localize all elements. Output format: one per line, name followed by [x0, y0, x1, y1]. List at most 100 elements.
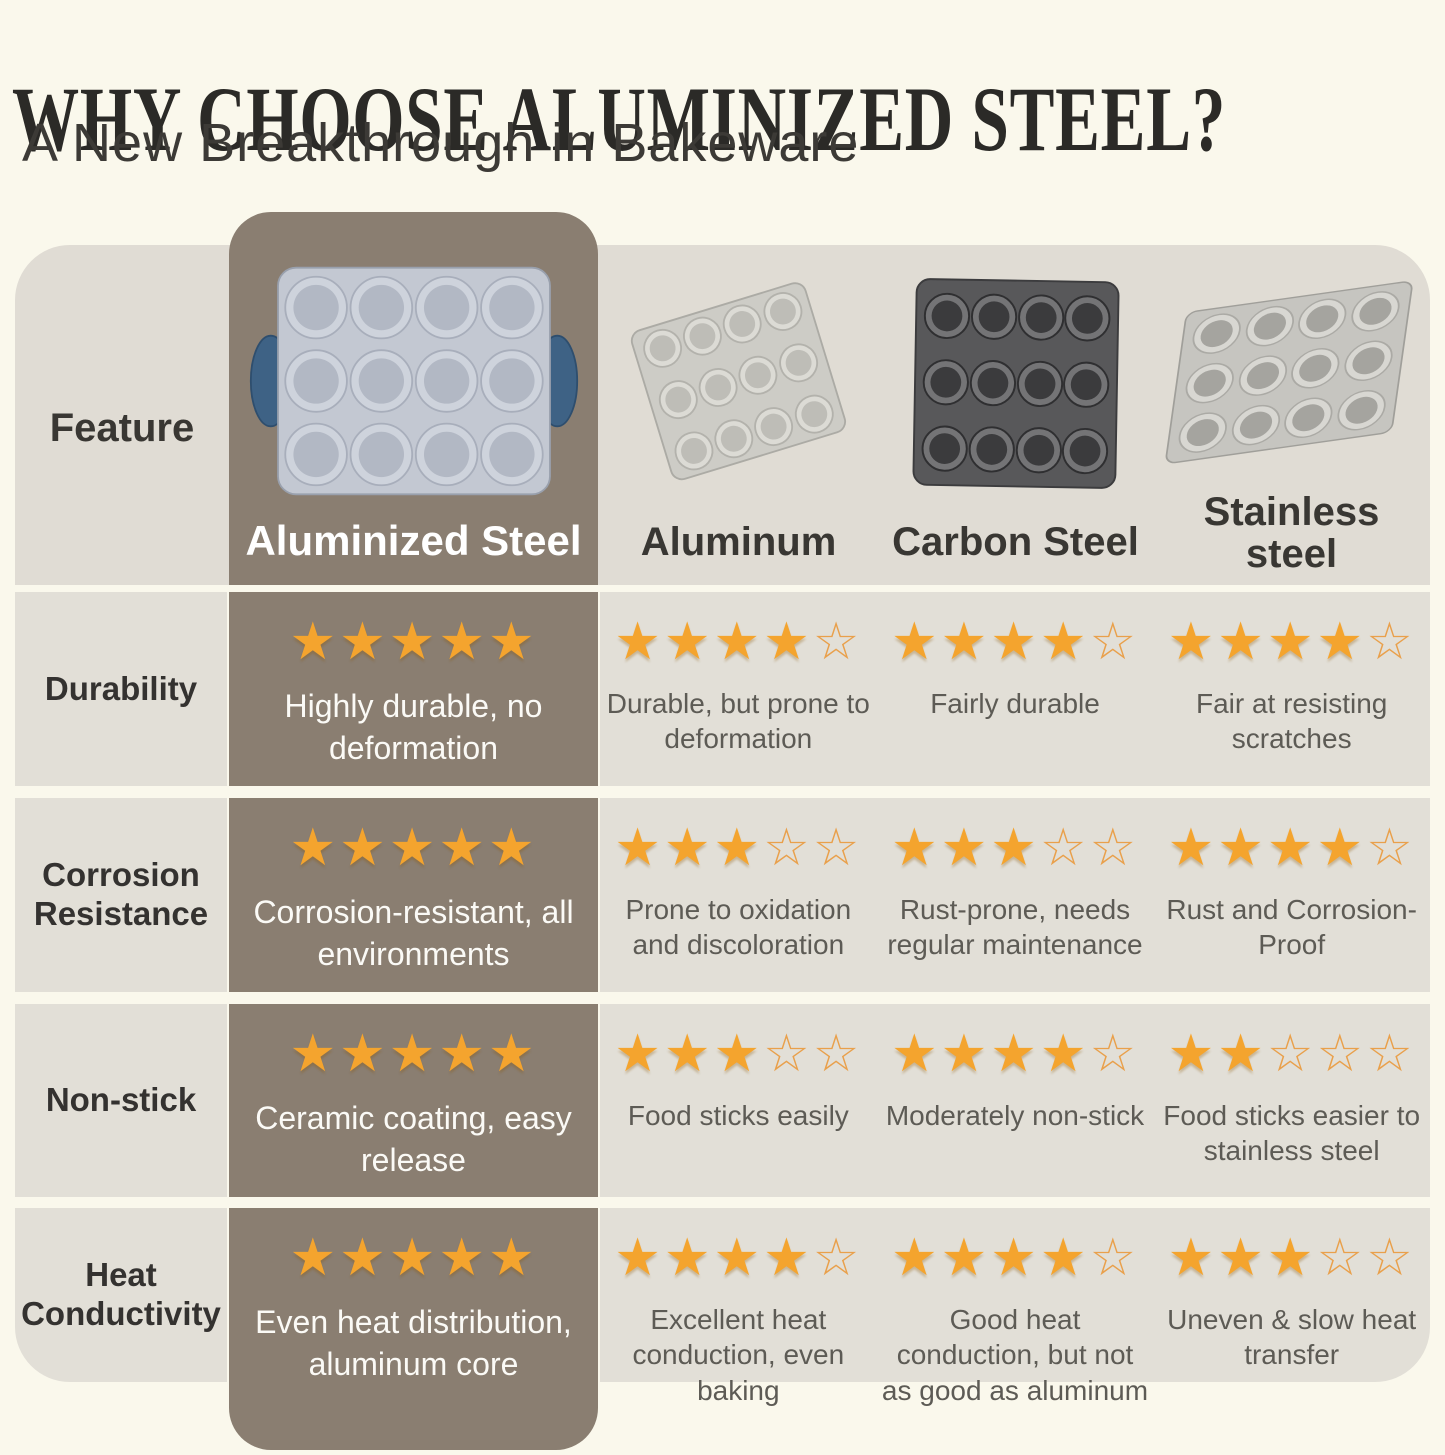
feature-text: Corrosion Resistance [33, 856, 209, 932]
star-filled-icon: ★ [1167, 1229, 1218, 1287]
column-label-aluminized-steel: Aluminized Steel [245, 517, 582, 564]
rating-aluminum-heat: ★★★★☆ [614, 1232, 862, 1284]
star-filled-icon: ★ [1039, 1025, 1090, 1083]
star-filled-icon: ★ [1039, 1229, 1090, 1287]
star-outline-icon: ☆ [763, 1025, 813, 1083]
note-stainless-heat: Uneven & slow heat transfer [1167, 1304, 1417, 1371]
feature-label-non-stick: Non-stick [15, 1004, 227, 1197]
star-filled-icon: ★ [890, 613, 941, 671]
star-outline-icon: ☆ [1316, 1229, 1367, 1287]
star-outline-icon: ☆ [812, 1025, 863, 1083]
note-stainless-durability: Fair at resisting scratches [1195, 688, 1388, 755]
star-filled-icon: ★ [487, 1229, 538, 1287]
cell-aluminum-nonstick: ★★★☆☆ Food sticks easily [600, 1004, 877, 1197]
note-aluminum-durability: Durable, but prone to deformation [606, 688, 870, 755]
star-filled-icon: ★ [890, 1229, 941, 1287]
cell-aluminized-nonstick: ★★★★★ Ceramic coating, easy release [229, 1004, 598, 1197]
star-outline-icon: ☆ [1089, 1025, 1140, 1083]
cell-carbon-durability: ★★★★☆ Fairly durable [877, 592, 1154, 786]
star-filled-icon: ★ [1167, 1025, 1218, 1083]
star-filled-icon: ★ [487, 1025, 538, 1083]
rating-carbon-corrosion: ★★★☆☆ [891, 822, 1139, 874]
feature-text: Non-stick [45, 1081, 197, 1119]
comparison-table-header: Feature Aluminized Steel [15, 212, 1430, 585]
note-aluminized-heat: Even heat distribution, aluminum core [255, 1304, 572, 1382]
star-outline-icon: ☆ [1366, 613, 1416, 671]
star-filled-icon: ★ [487, 819, 538, 877]
note-aluminized-nonstick: Ceramic coating, easy release [255, 1100, 572, 1178]
star-outline-icon: ☆ [1266, 1025, 1317, 1083]
page-subtitle: A New Breakthrough in Bakeware [22, 113, 860, 173]
star-outline-icon: ☆ [812, 1229, 863, 1287]
star-filled-icon: ★ [614, 819, 664, 877]
cell-carbon-corrosion: ★★★☆☆ Rust-prone, needs regular maintena… [877, 798, 1154, 992]
star-filled-icon: ★ [1266, 1229, 1317, 1287]
star-outline-icon: ☆ [1089, 1229, 1140, 1287]
star-filled-icon: ★ [990, 1229, 1040, 1287]
star-filled-icon: ★ [713, 613, 764, 671]
rating-aluminum-corrosion: ★★★☆☆ [614, 822, 862, 874]
feature-text: Durability [44, 669, 198, 707]
star-outline-icon: ☆ [1366, 1025, 1416, 1083]
rating-aluminized-heat: ★★★★★ [289, 1232, 537, 1284]
row-corrosion-resistance: Corrosion Resistance ★★★★★ Corrosion-res… [15, 798, 1430, 992]
star-filled-icon: ★ [663, 1025, 714, 1083]
star-outline-icon: ☆ [1366, 819, 1416, 877]
star-filled-icon: ★ [339, 1229, 389, 1287]
star-filled-icon: ★ [940, 613, 991, 671]
row-non-stick: Non-stick ★★★★★ Ceramic coating, easy re… [15, 1004, 1430, 1197]
aluminized-steel-muffin-pan-image [249, 266, 578, 496]
star-filled-icon: ★ [940, 1229, 991, 1287]
stainless-steel-pan-wrap [1144, 245, 1440, 491]
cells-heat: ★★★★☆ Excellent heat conduction, even ba… [600, 1208, 1430, 1406]
cell-stainless-corrosion: ★★★★☆ Rust and Corrosion-Proof [1153, 798, 1430, 992]
star-filled-icon: ★ [289, 1229, 340, 1287]
cell-carbon-heat: ★★★★☆ Good heat conduction, but not as g… [877, 1208, 1154, 1406]
cell-aluminized-durability: ★★★★★ Highly durable, no deformation [229, 592, 598, 786]
star-filled-icon: ★ [1217, 1229, 1267, 1287]
star-outline-icon: ☆ [1366, 1229, 1416, 1287]
star-filled-icon: ★ [438, 613, 488, 671]
rating-carbon-heat: ★★★★☆ [891, 1232, 1139, 1284]
star-filled-icon: ★ [388, 1229, 439, 1287]
cell-aluminized-corrosion: ★★★★★ Corrosion-resistant, all environme… [229, 798, 598, 992]
star-filled-icon: ★ [438, 1025, 488, 1083]
star-filled-icon: ★ [388, 1025, 439, 1083]
star-filled-icon: ★ [339, 819, 389, 877]
column-label-carbon-steel: Carbon Steel [892, 520, 1139, 564]
star-filled-icon: ★ [1316, 613, 1367, 671]
feature-label-corrosion-resistance: Corrosion Resistance [15, 798, 227, 992]
star-filled-icon: ★ [713, 1229, 764, 1287]
feature-label-heat-conductivity: Heat Conductivity [15, 1208, 227, 1382]
star-filled-icon: ★ [890, 1025, 941, 1083]
column-label-aluminum: Aluminum [640, 520, 837, 564]
star-filled-icon: ★ [713, 1025, 764, 1083]
carbon-steel-muffin-pan-image [912, 277, 1119, 489]
note-aluminum-nonstick: Food sticks easily [627, 1100, 849, 1131]
star-filled-icon: ★ [1266, 613, 1317, 671]
feature-label-durability: Durability [15, 592, 227, 786]
note-stainless-nonstick: Food sticks easier to stainless steel [1163, 1100, 1421, 1167]
star-filled-icon: ★ [614, 1229, 664, 1287]
star-filled-icon: ★ [289, 1025, 340, 1083]
rating-aluminized-durability: ★★★★★ [289, 616, 537, 668]
star-filled-icon: ★ [438, 1229, 488, 1287]
column-header-aluminum: Aluminum [600, 245, 877, 585]
cell-aluminum-heat: ★★★★☆ Excellent heat conduction, even ba… [600, 1208, 877, 1406]
star-filled-icon: ★ [663, 1229, 714, 1287]
note-carbon-corrosion: Rust-prone, needs regular maintenance [887, 894, 1143, 961]
rating-stainless-durability: ★★★★☆ [1168, 616, 1416, 668]
rating-aluminum-nonstick: ★★★☆☆ [614, 1028, 862, 1080]
column-label-stainless-steel: Stainless steel [1203, 490, 1380, 576]
star-filled-icon: ★ [940, 819, 991, 877]
star-filled-icon: ★ [289, 613, 340, 671]
star-filled-icon: ★ [614, 613, 664, 671]
star-filled-icon: ★ [1217, 613, 1267, 671]
star-filled-icon: ★ [763, 1229, 813, 1287]
star-filled-icon: ★ [438, 819, 488, 877]
rating-aluminum-durability: ★★★★☆ [614, 616, 862, 668]
star-filled-icon: ★ [1266, 819, 1317, 877]
cells-nonstick: ★★★☆☆ Food sticks easily ★★★★☆ Moderatel… [600, 1004, 1430, 1197]
feature-column-header: Feature [15, 245, 229, 585]
star-filled-icon: ★ [713, 819, 764, 877]
